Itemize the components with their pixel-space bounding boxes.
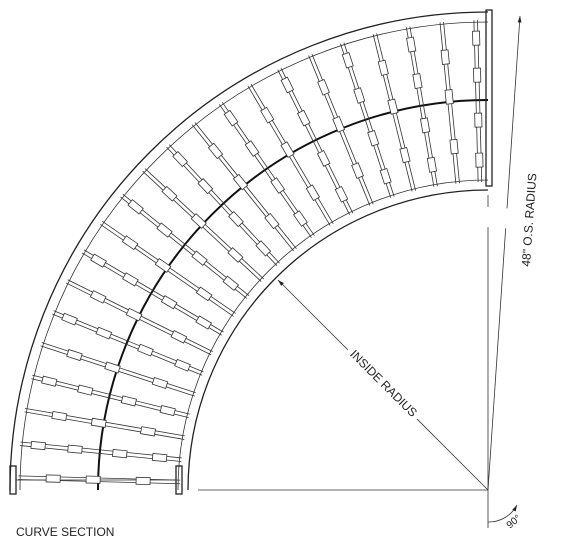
inner-rail [177,179,489,491]
wheel [154,258,172,273]
wheel [151,376,169,389]
wheel [61,312,78,326]
wheel [406,36,417,53]
wheel [160,295,178,310]
wheel [232,173,249,191]
wheel [30,440,46,451]
wheel [270,177,286,194]
wheel [292,210,308,227]
wheel [244,140,260,157]
wheel [305,184,321,202]
wheel [156,222,173,238]
inner-frame [187,189,489,491]
outside-radius-label: 48" O.S. RADIUS [519,173,539,267]
outer-frame [9,11,489,491]
wheel [367,130,380,147]
wheel [89,290,107,304]
wheel [317,78,330,96]
wheel [420,117,431,134]
angle-arc [487,504,518,523]
wheel [45,474,61,483]
wheel [77,384,94,396]
wheel [440,49,450,65]
wheel [90,253,107,268]
wheel [112,449,128,459]
label-background [459,205,564,235]
wheel [191,250,208,266]
wheel [426,156,438,173]
wheel [351,162,364,179]
outer-rail [19,21,489,491]
wheel [379,168,392,185]
wheel [85,475,101,484]
wheel [255,240,272,257]
caption: CURVE SECTION [16,525,114,539]
wheel [341,52,354,69]
wheel [387,98,399,115]
wheel [332,115,346,133]
wheel [66,349,83,362]
wheel [280,141,295,159]
wheel [353,87,366,104]
wheel [475,152,484,168]
wheel [296,109,311,127]
wheel [473,67,482,83]
wheel [135,476,151,486]
wheel [174,358,191,372]
wheel [197,178,214,195]
wheel [51,410,68,422]
wheel [127,199,144,215]
wheel [140,426,156,437]
wheel [228,211,244,228]
conveyor [9,9,493,495]
wheel [449,138,459,155]
wheel [377,59,389,76]
wheel [159,404,176,417]
wheel [95,326,113,340]
wheel [316,150,331,167]
outside-radius-arrow [487,15,522,491]
label-background [342,343,424,425]
wheel [41,375,58,387]
wheel [190,213,207,229]
wheel [264,212,280,230]
wheel [122,272,139,287]
wheel [399,147,411,164]
wheel [195,286,213,302]
wheel [104,361,121,374]
wheel [195,315,213,330]
wheel [474,112,483,128]
wheel [120,395,138,407]
inside-radius-label: INSIDE RADIUS [347,347,420,420]
wheel [472,30,481,46]
wheel [260,106,275,124]
end-plate [485,9,493,187]
wheel [444,89,454,105]
wheel [121,235,139,251]
wheel [334,185,349,203]
wheel [227,247,244,263]
wheel [170,330,188,344]
wheel [280,76,295,94]
wheel [222,275,239,291]
wheel [161,185,178,202]
wheel [207,142,224,160]
wheel [223,109,239,127]
wheel [172,150,189,168]
wheel [137,343,154,357]
wheel [67,444,83,454]
wheel [412,73,423,89]
wheel [151,452,168,463]
wheel [125,307,143,322]
wheel [90,417,107,428]
